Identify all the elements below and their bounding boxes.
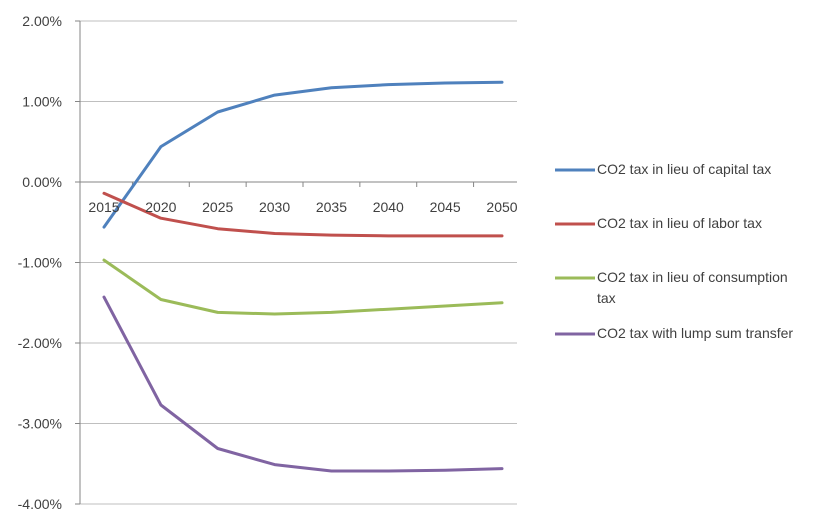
legend: CO2 tax in lieu of capital tax CO2 tax in…: [555, 161, 793, 341]
series-line-4: [104, 297, 502, 471]
x-tick-label: 2040: [373, 199, 404, 215]
y-tick-labels: 2.00% 1.00% 0.00% -1.00% -2.00% -3.00% -4.00%: [18, 13, 62, 509]
y-tick-label: -2.00%: [18, 335, 62, 351]
x-tick-label: 2020: [145, 199, 176, 215]
y-tick-label: 0.00%: [22, 174, 62, 190]
legend-label: CO2 tax in lieu of labor tax: [597, 215, 762, 231]
legend-label: CO2 tax with lump sum transfer: [597, 325, 793, 341]
legend-label-line: tax: [597, 290, 616, 306]
legend-label: CO2 tax in lieu of consumption tax: [597, 269, 788, 306]
x-tick-label: 2050: [486, 199, 517, 215]
x-tick-label: 2030: [259, 199, 290, 215]
x-tick-label: 2035: [316, 199, 347, 215]
x-tick-label: 2025: [202, 199, 233, 215]
legend-label: CO2 tax in lieu of capital tax: [597, 161, 771, 177]
legend-item-4: CO2 tax with lump sum transfer: [555, 325, 793, 341]
x-tick-label: 2045: [430, 199, 461, 215]
legend-item-1: CO2 tax in lieu of capital tax: [555, 161, 771, 177]
x-tick-labels: 2015 2020 2025 2030 2035 2040 2045 2050: [88, 199, 517, 215]
y-tick-label: 1.00%: [22, 94, 62, 110]
legend-item-2: CO2 tax in lieu of labor tax: [555, 215, 762, 231]
y-tick-label: -1.00%: [18, 255, 62, 271]
legend-item-3: CO2 tax in lieu of consumption tax: [555, 269, 788, 306]
y-tick-label: -3.00%: [18, 416, 62, 432]
y-tick-label: 2.00%: [22, 13, 62, 29]
legend-label-line: CO2 tax in lieu of consumption: [597, 269, 788, 285]
y-tick-label: -4.00%: [18, 496, 62, 509]
series-line-3: [104, 260, 502, 314]
x-tick-label: 2015: [88, 199, 119, 215]
series-lines: [104, 82, 502, 471]
